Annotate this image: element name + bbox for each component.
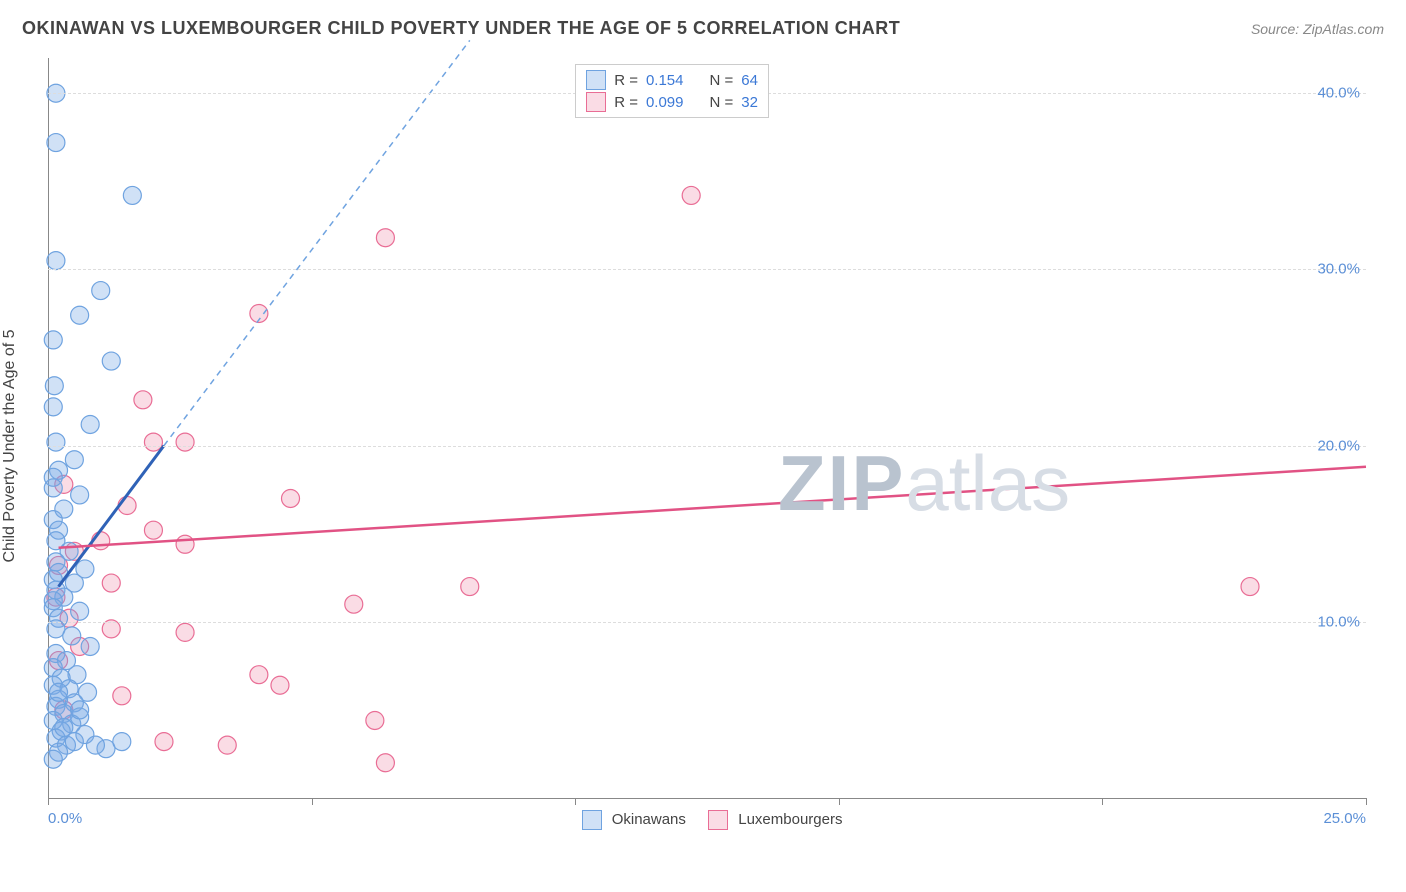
data-point	[44, 750, 62, 768]
data-point	[682, 186, 700, 204]
data-point	[55, 719, 73, 737]
data-point	[86, 736, 104, 754]
series-legend: Okinawans Luxembourgers	[0, 810, 1406, 830]
data-point	[113, 687, 131, 705]
data-point	[144, 521, 162, 539]
y-tick-label: 30.0%	[1317, 261, 1360, 278]
data-point	[92, 282, 110, 300]
r-label: R =	[614, 94, 638, 111]
data-point	[102, 352, 120, 370]
r-value: 0.154	[646, 72, 684, 89]
y-tick-label: 40.0%	[1317, 85, 1360, 102]
data-point	[155, 733, 173, 751]
data-point	[366, 711, 384, 729]
square-icon	[582, 810, 602, 830]
legend-label-okinawans: Okinawans	[612, 811, 686, 828]
data-point	[71, 602, 89, 620]
data-point	[71, 486, 89, 504]
data-point	[44, 398, 62, 416]
data-point	[65, 451, 83, 469]
data-point	[81, 415, 99, 433]
source-label: Source: ZipAtlas.com	[1251, 21, 1384, 37]
legend-row-luxembourgers: R = 0.099 N = 32	[586, 91, 758, 113]
gridline	[48, 622, 1366, 623]
chart-area: 10.0% 20.0% 30.0% 40.0% R = 0.154 N = 64 R …	[48, 58, 1366, 798]
chart-title: OKINAWAN VS LUXEMBOURGER CHILD POVERTY U…	[22, 18, 900, 39]
y-axis-label: Child Poverty Under the Age of 5	[1, 329, 19, 562]
data-point	[461, 578, 479, 596]
trend-line	[164, 40, 470, 445]
data-point	[44, 479, 62, 497]
x-tick	[48, 798, 49, 805]
data-point	[345, 595, 363, 613]
data-point	[250, 666, 268, 684]
r-label: R =	[614, 72, 638, 89]
x-tick	[839, 798, 840, 805]
data-point	[102, 574, 120, 592]
trend-line	[59, 467, 1366, 548]
y-tick-label: 20.0%	[1317, 437, 1360, 454]
n-value: 32	[741, 94, 758, 111]
square-icon	[586, 92, 606, 112]
data-point	[376, 754, 394, 772]
data-point	[71, 306, 89, 324]
data-point	[144, 433, 162, 451]
data-point	[81, 637, 99, 655]
square-icon	[708, 810, 728, 830]
data-point	[176, 433, 194, 451]
legend-row-okinawans: R = 0.154 N = 64	[586, 69, 758, 91]
gridline	[48, 269, 1366, 270]
n-label: N =	[710, 72, 734, 89]
data-point	[282, 489, 300, 507]
x-tick	[312, 798, 313, 805]
gridline	[48, 446, 1366, 447]
y-tick-label: 10.0%	[1317, 613, 1360, 630]
data-point	[47, 252, 65, 270]
square-icon	[586, 70, 606, 90]
data-point	[176, 535, 194, 553]
legend-label-luxembourgers: Luxembourgers	[738, 811, 842, 828]
n-label: N =	[710, 94, 734, 111]
data-point	[123, 186, 141, 204]
data-point	[44, 331, 62, 349]
x-tick	[1366, 798, 1367, 805]
data-point	[47, 134, 65, 152]
data-point	[47, 433, 65, 451]
data-point	[218, 736, 236, 754]
plot-svg	[48, 58, 1366, 798]
data-point	[50, 683, 68, 701]
n-value: 64	[741, 72, 758, 89]
data-point	[271, 676, 289, 694]
x-tick	[1102, 798, 1103, 805]
r-value: 0.099	[646, 94, 684, 111]
stats-legend: R = 0.154 N = 64 R = 0.099 N = 32	[575, 64, 769, 118]
data-point	[45, 377, 63, 395]
data-point	[176, 623, 194, 641]
data-point	[1241, 578, 1259, 596]
x-tick	[575, 798, 576, 805]
data-point	[134, 391, 152, 409]
data-point	[63, 627, 81, 645]
data-point	[113, 733, 131, 751]
data-point	[376, 229, 394, 247]
data-point	[71, 701, 89, 719]
